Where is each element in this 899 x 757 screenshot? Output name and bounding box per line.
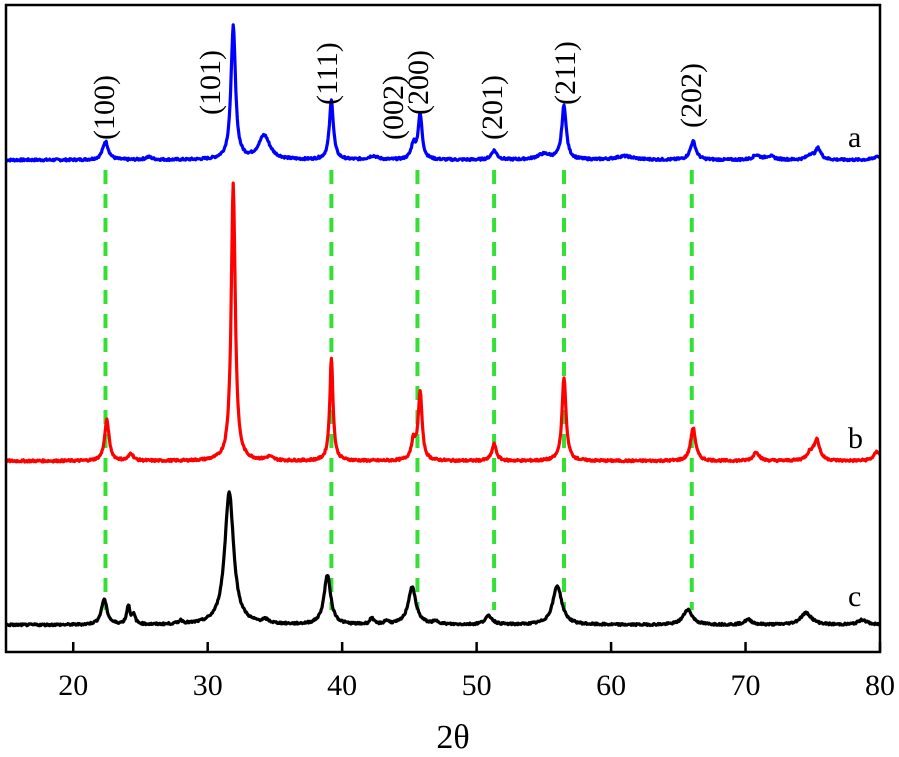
peak-label: (111) [311,42,344,105]
series-label-c: c [848,580,861,613]
plot-frame [4,3,882,654]
x-tick-label: 80 [865,669,895,702]
peak-label: (200) [402,50,435,115]
series-labels: a b c [848,121,863,613]
x-tick-label: 50 [462,669,492,702]
series-lines [4,23,882,628]
x-axis-ticks: 20 30 40 50 60 70 80 [58,642,895,702]
reference-lines [103,170,694,610]
series-line-a [5,23,882,163]
series-line-c [5,490,882,628]
series-label-a: a [848,121,861,154]
series-line-b [4,181,882,464]
peak-label: (002) [377,75,410,140]
x-tick-label: 30 [193,669,223,702]
x-tick-label: 20 [58,669,88,702]
peak-label: (201) [476,75,509,140]
peak-labels: (100) (101) (111) (002)(200) (201) (211) (202) [88,41,708,140]
x-tick-label: 70 [731,669,761,702]
peak-label: (211) [549,41,582,105]
series-label-b: b [848,422,863,455]
peak-label: (100) [88,75,121,140]
x-axis-title: 2θ [436,719,469,756]
x-tick-label: 60 [596,669,626,702]
peak-label: (202) [675,63,708,128]
x-tick-label: 40 [327,669,357,702]
peak-label: (101) [194,50,227,115]
